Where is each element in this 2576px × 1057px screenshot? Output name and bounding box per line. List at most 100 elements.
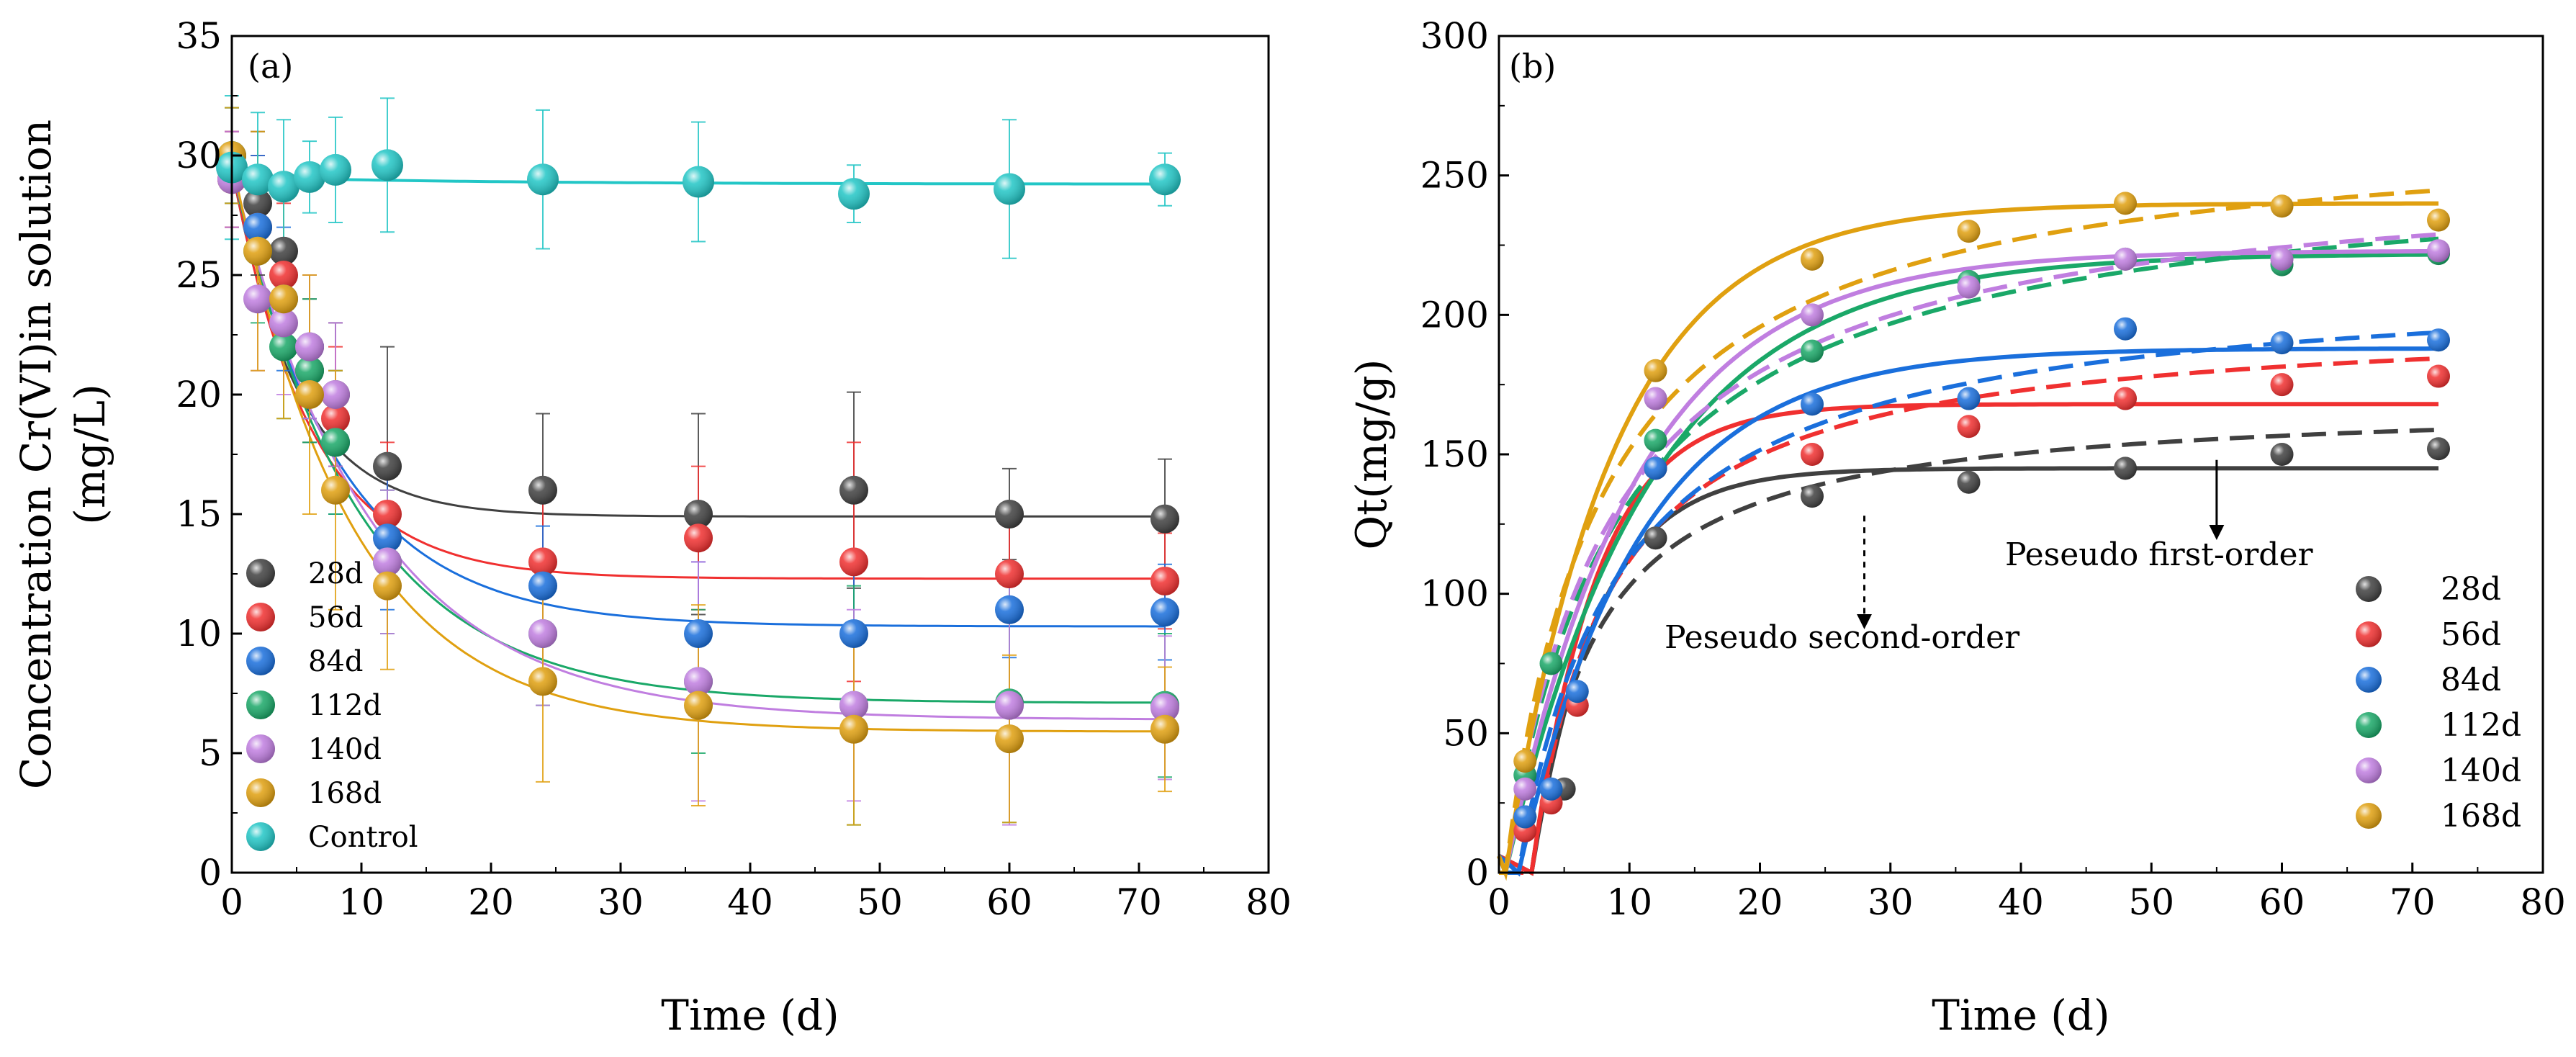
panel-a-y-tick-label: 10 [176,613,222,655]
panel-b-x-tick-label: 10 [1606,881,1652,923]
data-point-140d [1957,275,1981,299]
panel-a-y-axis-title-line2: (mg/L) [66,384,114,524]
legend-label: 112d [2441,707,2521,744]
legend-marker-84d [246,647,275,675]
legend-item-Control: Control [246,821,418,854]
data-point-28d [243,189,272,218]
data-point-140d [321,380,350,409]
data-point-56d [2270,373,2294,397]
panel-a-x-tick-label: 70 [1116,881,1162,923]
data-point-140d [1150,693,1179,722]
data-point-Control [371,149,403,181]
data-point-140d [243,284,272,314]
legend-label: 140d [2441,752,2521,789]
data-point-56d [269,261,298,289]
panel-a-x-tick-label: 30 [598,881,644,923]
legend-item-28d: 28d [2356,571,2501,608]
legend-marker-140d [2356,757,2382,783]
data-point-84d [373,523,402,553]
data-point-28d [2114,456,2137,480]
data-point-84d [1644,456,1667,480]
legend-item-56d: 56d [246,601,364,634]
data-point-168d [2270,194,2294,218]
panel-b-x-tick-label: 30 [1868,881,1914,923]
legend-item-84d: 84d [246,645,364,678]
data-point-84d [839,619,868,648]
data-point-Control [527,163,559,196]
data-point-168d [684,691,713,720]
data-point-56d [1801,443,1824,466]
annotation-pseudo-second-order: Peseudo second-order [1665,619,2020,656]
data-point-84d [1957,387,1981,410]
data-point-28d [528,475,557,505]
panel-a-label: (a) [248,47,293,86]
panel-b-x-tick-label: 20 [1737,881,1783,923]
pso-curve-84d [1499,330,2439,875]
data-point-84d [1513,805,1537,829]
legend-marker-168d [2356,803,2382,829]
data-point-84d [684,619,713,648]
panel-a-data-points [216,141,1181,754]
data-point-28d [995,500,1024,528]
panel-b-y-tick-label: 50 [1443,712,1489,754]
legend-item-84d: 84d [2356,662,2501,698]
legend-marker-112d [2356,712,2382,738]
data-point-140d [295,332,324,361]
data-point-168d [2114,192,2137,215]
legend-marker-168d [246,778,275,807]
data-point-112d [269,332,298,361]
panel-a-x-tick-label: 10 [338,881,384,923]
panel-a-x-tick-label: 80 [1246,881,1292,923]
data-point-140d [528,619,557,648]
data-point-56d [2427,364,2450,388]
data-point-140d [2114,247,2137,271]
data-point-Control [268,171,300,203]
panel-b-y-tick-label: 100 [1420,573,1489,615]
panel-a-x-tick-label: 60 [986,881,1032,923]
data-point-168d [1801,247,1824,271]
data-point-28d [2427,437,2450,461]
panel-a-y-tick-label: 20 [176,374,222,415]
data-point-Control [320,153,351,186]
pso-curve-28d [1499,427,2439,875]
data-point-Control [1149,163,1181,196]
data-point-84d [2427,328,2450,352]
legend-item-28d: 28d [246,557,364,590]
data-point-168d [2427,208,2450,232]
data-point-Control [994,173,1025,205]
legend-marker-28d [246,559,275,588]
data-point-28d [684,500,713,528]
panel-a-y-tick-label: 15 [176,493,222,535]
data-point-28d [839,475,868,505]
data-point-168d [373,571,402,601]
panel-a-x-axis-title: Time (d) [661,991,839,1040]
data-point-Control [683,166,714,198]
legend-item-112d: 112d [246,689,382,722]
data-point-168d [1957,220,1981,243]
data-point-168d [995,724,1024,754]
panel-b-x-tick-label: 80 [2520,881,2566,923]
panel-b-y-tick-label: 250 [1420,155,1489,197]
data-point-84d [243,212,272,242]
panel-b-data-points [1513,192,2450,842]
legend-label: 168d [2441,798,2521,835]
data-point-28d [2270,443,2294,466]
data-point-168d [269,284,298,314]
data-point-112d [321,428,350,457]
data-point-84d [2114,317,2137,341]
panel-a-x-tick-label: 0 [220,881,243,923]
panel-a-chart: 0 10 20 30 40 50 60 70 80 0 5 10 15 20 25 30 35 (a) Time… [12,15,1292,1040]
data-point-28d [269,236,298,266]
legend-item-112d: 112d [2356,707,2521,744]
data-point-28d [1957,470,1981,494]
data-point-56d [2114,387,2137,410]
data-point-Control [242,163,274,196]
panel-b-annotations: Peseudo first-order Peseudo second-order [1665,459,2314,656]
panel-a-legend: 28d 56d 84d 112d 140d 168d Control [246,557,418,854]
panel-b-x-axis-title: Time (d) [1932,991,2109,1040]
legend-item-56d: 56d [2356,616,2501,653]
data-point-28d [1801,485,1824,508]
panel-b-x-tick-label: 40 [1998,881,2044,923]
panel-b-y-tick-label: 300 [1420,15,1489,57]
